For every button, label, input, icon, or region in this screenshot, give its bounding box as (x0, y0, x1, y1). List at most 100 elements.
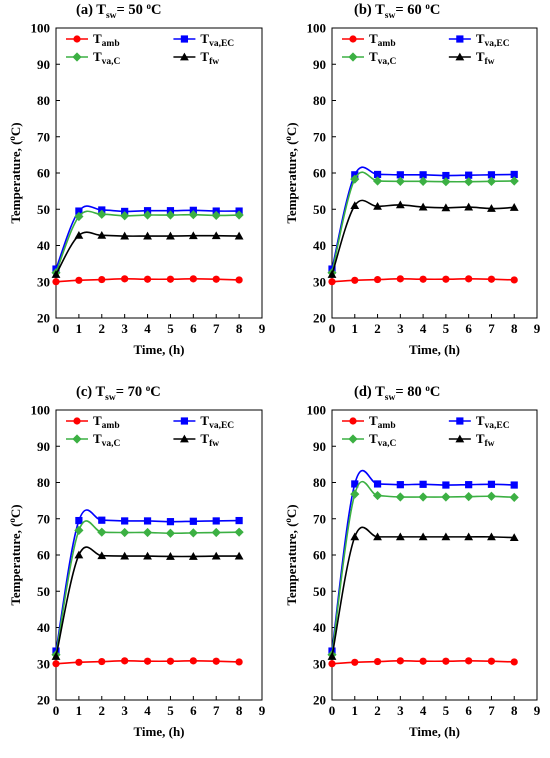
data-point-amb (75, 276, 83, 284)
data-point-va-c (97, 209, 107, 219)
legend-marker (73, 417, 81, 425)
y-tick-label: 40 (313, 620, 326, 635)
data-point-fw (120, 551, 130, 560)
data-point-amb (487, 275, 496, 283)
legend-label: Tva,EC (476, 413, 510, 431)
plot-frame (331, 409, 538, 701)
data-point-va-ec (75, 516, 83, 525)
y-axis-label: Temperature, (oC) (283, 504, 299, 605)
data-point-fw (74, 550, 84, 559)
legend-label: Tamb (369, 31, 396, 49)
data-point-fw (188, 552, 198, 560)
data-point-va-ec (487, 171, 496, 179)
data-point-va-ec (212, 517, 220, 525)
data-point-amb (98, 275, 106, 284)
panel-title: (d) Tsw= 80 oC (354, 383, 440, 403)
data-point-va-c (464, 177, 474, 187)
legend-marker (455, 434, 465, 443)
data-point-va-ec (143, 517, 152, 525)
data-point-fw (97, 551, 107, 560)
data-point-fw (350, 532, 360, 541)
x-axis-label: Time, (h) (133, 724, 184, 739)
data-point-va-c (211, 210, 221, 221)
x-tick-label: 0 (329, 703, 336, 718)
data-point-amb (121, 657, 129, 665)
y-tick-label: 50 (313, 202, 326, 217)
data-point-va-c (142, 210, 153, 220)
series-line-fw (331, 526, 515, 657)
x-tick-label: 4 (420, 321, 427, 336)
x-tick-label: 8 (511, 321, 518, 336)
data-point-va-c (395, 176, 405, 186)
data-point-va-c (464, 492, 474, 502)
y-tick-label: 60 (313, 548, 326, 563)
x-tick-label: 2 (99, 703, 106, 718)
data-point-amb (465, 275, 473, 283)
y-tick-label: 50 (37, 202, 50, 217)
data-point-va-ec (465, 481, 473, 489)
legend-marker (456, 417, 464, 425)
y-tick-label: 30 (313, 656, 326, 671)
x-tick-label: 1 (352, 703, 359, 718)
data-point-va-c (350, 489, 360, 499)
data-point-va-c (165, 528, 176, 538)
data-point-va-c (74, 525, 84, 535)
data-point-fw (487, 204, 496, 212)
legend-marker (180, 434, 189, 443)
data-point-amb (98, 657, 106, 666)
data-point-va-c (120, 211, 130, 221)
data-point-va-ec (465, 171, 473, 179)
legend-label: Tva,C (369, 49, 397, 67)
x-tick-label: 7 (213, 321, 220, 336)
x-tick-label: 2 (99, 321, 106, 336)
x-tick-label: 1 (352, 321, 359, 336)
x-axis-label: Time, (h) (133, 342, 184, 357)
y-tick-label: 100 (307, 403, 327, 418)
data-point-va-ec (442, 171, 450, 180)
legend-label: Tva,C (93, 49, 121, 67)
data-point-va-c (418, 176, 428, 186)
data-point-fw (418, 202, 428, 211)
data-point-fw (97, 230, 107, 239)
x-tick-label: 9 (259, 321, 266, 336)
data-point-fw (211, 231, 221, 240)
y-tick-label: 80 (37, 475, 50, 490)
y-tick-label: 70 (313, 129, 326, 144)
y-tick-label: 100 (31, 21, 51, 36)
data-point-fw (441, 203, 451, 212)
data-point-va-c (486, 176, 497, 186)
data-point-va-c (509, 492, 519, 502)
data-point-amb (487, 657, 496, 665)
data-point-fw (441, 532, 451, 541)
data-point-va-ec (98, 516, 106, 524)
x-tick-label: 6 (190, 321, 197, 336)
data-point-va-ec (419, 171, 427, 179)
legend-label: Tamb (369, 413, 396, 431)
data-point-va-ec (442, 481, 450, 489)
data-point-amb (212, 275, 220, 283)
y-tick-label: 80 (313, 93, 326, 108)
y-tick-label: 70 (313, 511, 326, 526)
x-tick-label: 9 (259, 703, 266, 718)
x-tick-label: 6 (190, 703, 197, 718)
data-point-fw (395, 200, 405, 209)
data-point-fw (166, 552, 175, 560)
data-point-va-c (234, 210, 244, 220)
data-point-va-ec (351, 480, 359, 488)
y-tick-label: 100 (307, 21, 327, 36)
x-tick-label: 4 (420, 703, 427, 718)
data-point-amb (396, 275, 404, 283)
data-point-va-c (372, 176, 383, 186)
legend-label: Tva,EC (476, 31, 510, 49)
data-point-amb (442, 657, 450, 665)
data-point-fw (418, 532, 428, 541)
x-tick-label: 5 (443, 321, 450, 336)
data-point-va-ec (510, 170, 518, 179)
data-point-amb (75, 658, 83, 666)
legend-marker (73, 35, 81, 43)
y-tick-label: 80 (37, 93, 50, 108)
y-tick-label: 70 (37, 511, 50, 526)
